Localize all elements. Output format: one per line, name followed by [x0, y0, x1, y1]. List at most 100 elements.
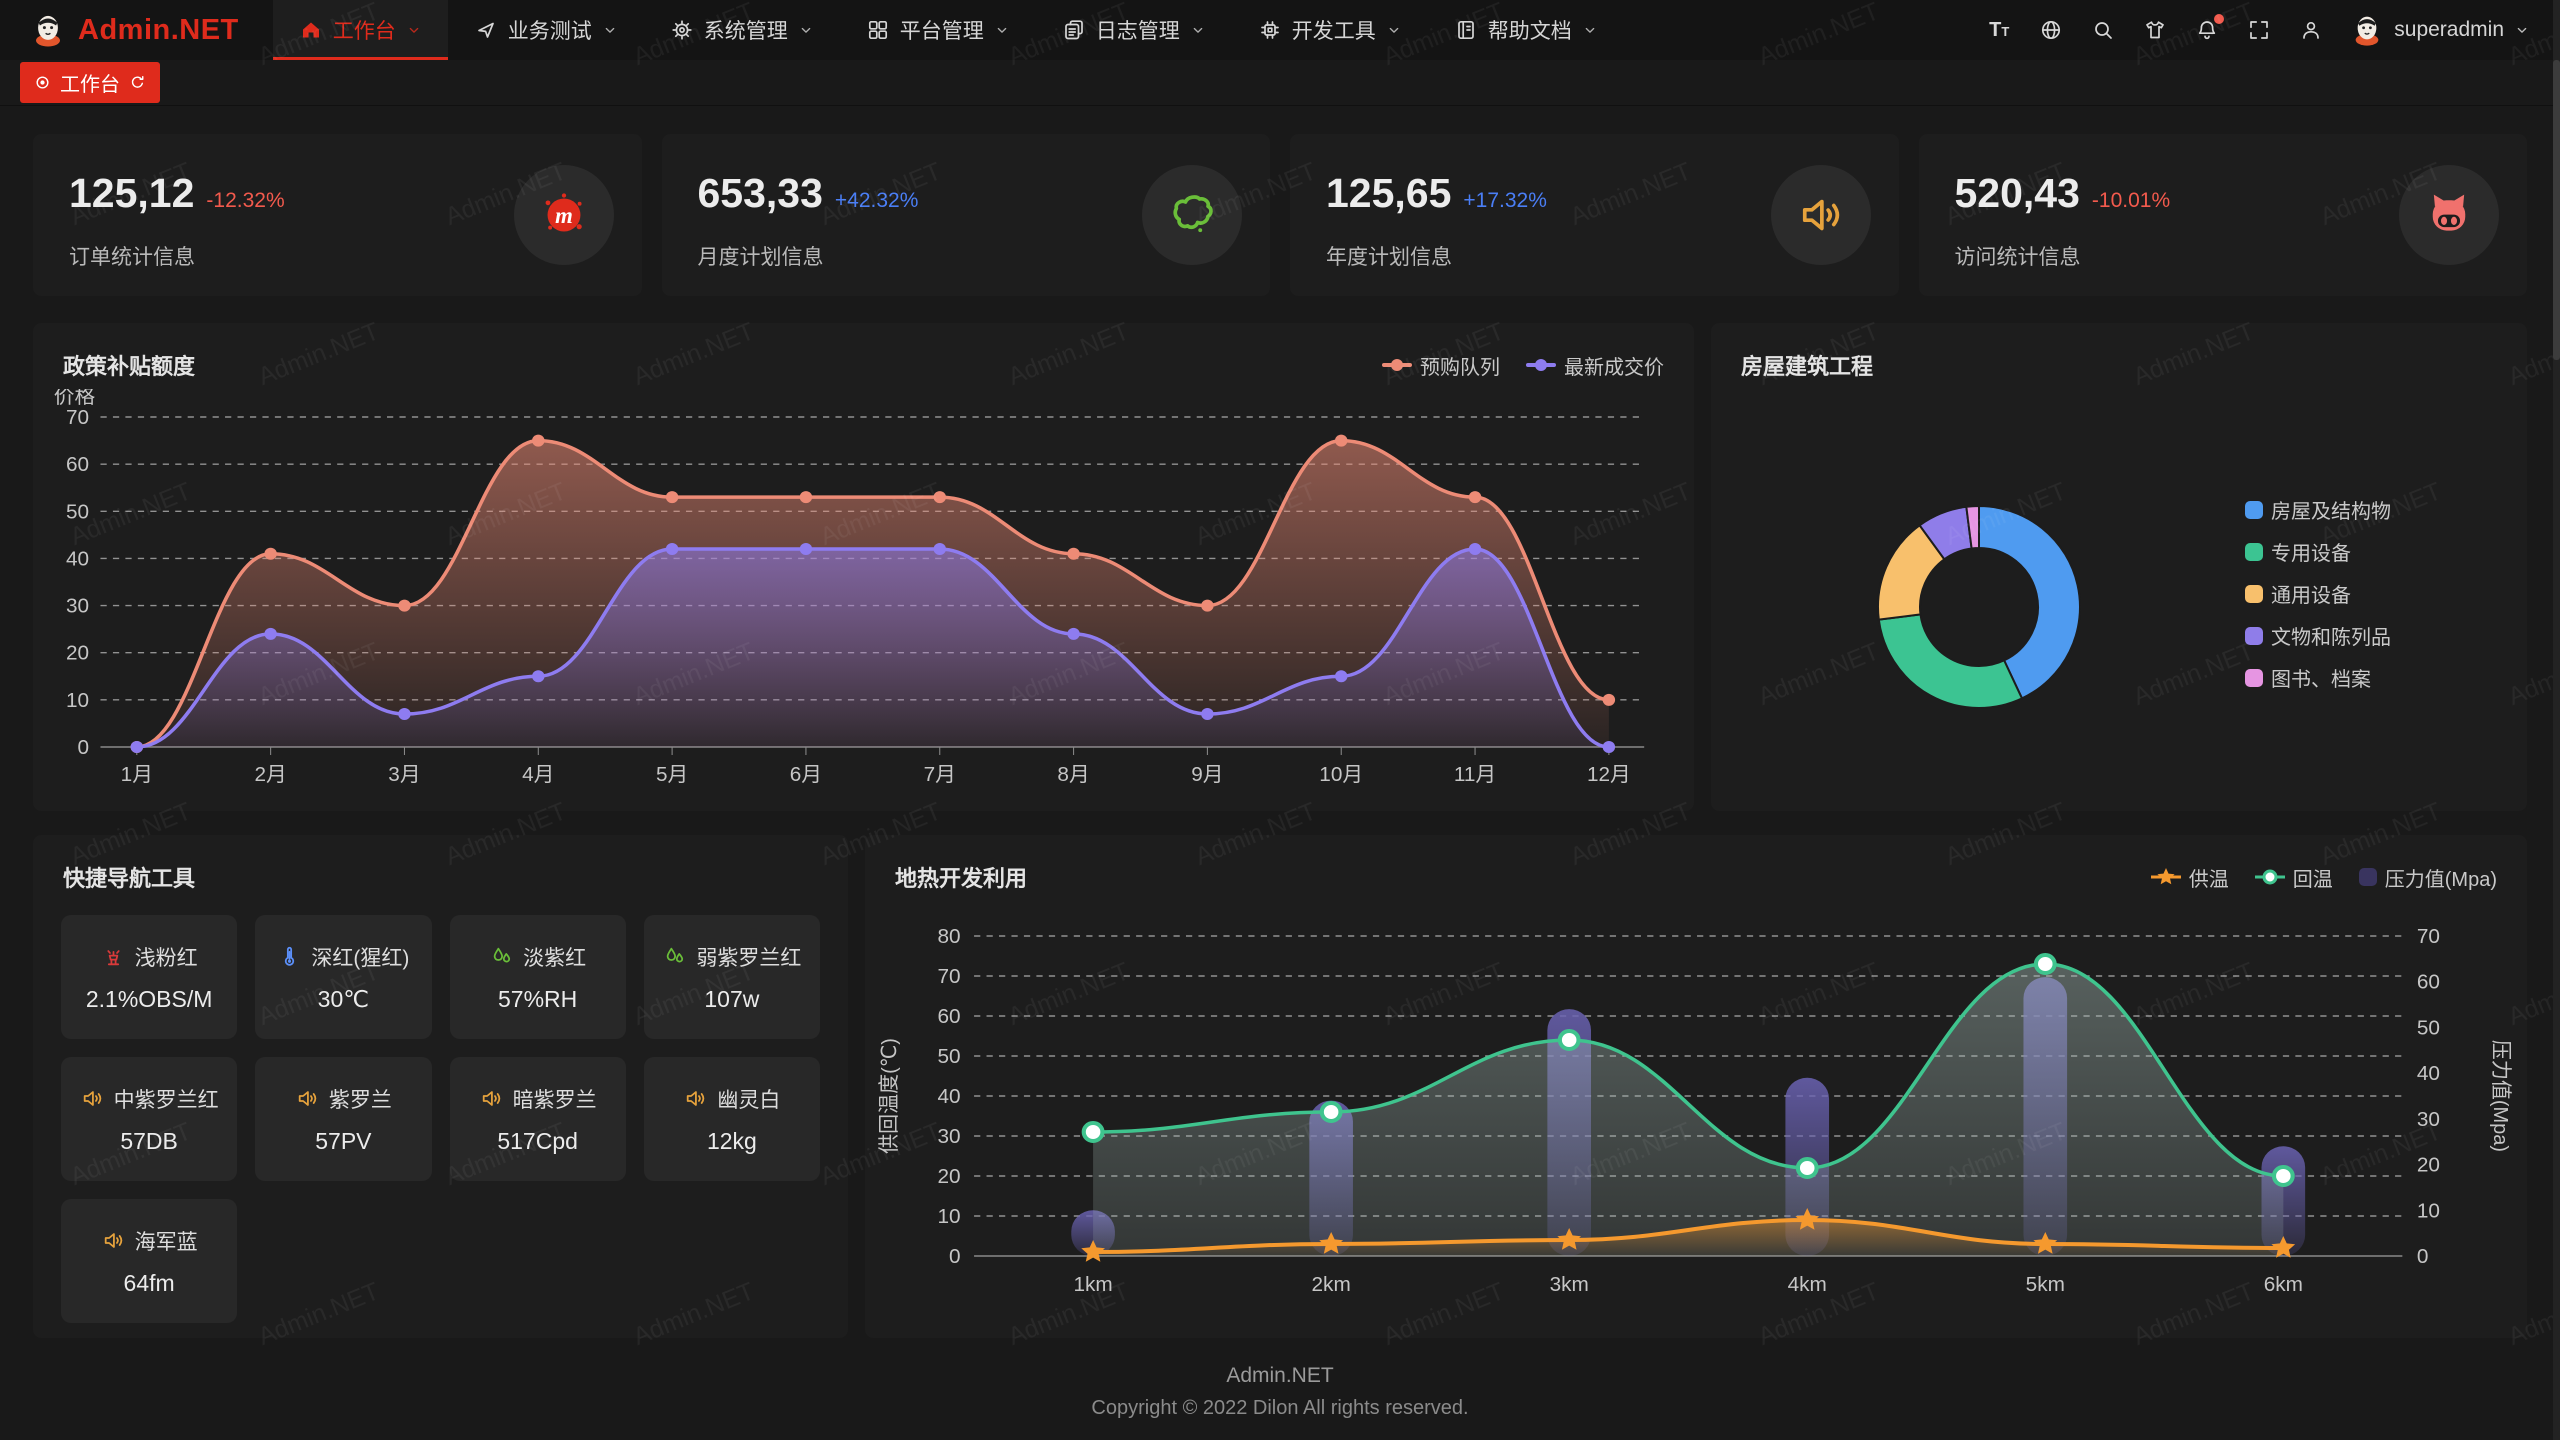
nav-item-2[interactable]: 系统管理 [644, 0, 840, 60]
nav-item-4[interactable]: 日志管理 [1036, 0, 1232, 60]
chevron-down-icon [2514, 22, 2530, 38]
svg-text:4km: 4km [1788, 1274, 1827, 1296]
navbar-actions: TT superadmin [1986, 0, 2560, 60]
donut-legend-item-1[interactable]: 专用设备 [2245, 537, 2391, 566]
scrollbar[interactable] [2553, 0, 2560, 1440]
donut-legend-item-2[interactable]: 通用设备 [2245, 579, 2391, 608]
notification-icon[interactable] [2194, 14, 2225, 43]
quick-nav-item-5[interactable]: 紫罗兰 57PV [255, 1057, 432, 1181]
app-logo[interactable]: Admin.NET [0, 0, 273, 60]
notification-badge [2214, 14, 2225, 24]
geo-legend-item-2[interactable]: 压力值(Mpa) [2358, 863, 2497, 892]
quick-item-name: 浅粉红 [134, 946, 198, 970]
svg-text:2km: 2km [1312, 1274, 1351, 1296]
stat-card-0: 125,12 -12.32% 订单统计信息 m [33, 134, 642, 296]
nav-item-label: 开发工具 [1291, 20, 1376, 43]
stat-card-3: 520,43 -10.01% 访问统计信息 [1918, 134, 2527, 296]
gear-icon [670, 18, 694, 42]
quick-item-value: 2.1%OBS/M [85, 985, 213, 1012]
main-menu: 工作台 业务测试 系统管理 平台管理 日志管理 开发工具 帮助文档 [272, 0, 1624, 60]
svg-text:8月: 8月 [1057, 764, 1089, 786]
quick-item-value: 12kg [706, 1127, 757, 1154]
quick-nav-item-0[interactable]: 浅粉红 2.1%OBS/M [61, 915, 238, 1039]
geothermal-chart: 0 10 20 30 40 50 60 70 80 0 10 20 30 40 50 60 70 供回温度(℃) 压… [865, 901, 2527, 1331]
donut-legend-item-3[interactable]: 文物和陈列品 [2245, 621, 2391, 650]
fullscreen-icon[interactable] [2246, 17, 2272, 43]
svg-text:4月: 4月 [522, 764, 554, 786]
nav-item-1[interactable]: 业务测试 [448, 0, 644, 60]
quick-nav-grid: 浅粉红 2.1%OBS/M 深红(猩红) 30℃ 淡紫红 57%RH 弱紫罗兰红 107w 中紫… [61, 915, 820, 1323]
quick-item-name: 深红(猩红) [311, 946, 410, 970]
geothermal-panel: 地热开发利用 供温 回温 压力值(Mpa) 0 10 20 30 40 50 60 70 80 0 10… [865, 835, 2527, 1338]
svg-text:1月: 1月 [121, 764, 153, 786]
nav-item-6[interactable]: 帮助文档 [1428, 0, 1624, 60]
stat-value: 653,33 [697, 170, 823, 216]
donut-legend-item-4[interactable]: 图书、档案 [2245, 663, 2391, 692]
quick-item-value: 64fm [123, 1269, 175, 1296]
theme-icon[interactable] [2142, 17, 2168, 43]
svg-text:40: 40 [2417, 1063, 2440, 1085]
chevron-down-icon [994, 22, 1010, 38]
quick-nav-item-4[interactable]: 中紫罗兰红 57DB [61, 1057, 238, 1181]
quick-item-name: 幽灵白 [717, 1088, 781, 1112]
building-chart-title: 房屋建筑工程 [1741, 354, 1874, 379]
legend-label: 文物和陈列品 [2271, 627, 2391, 649]
chevron-down-icon [1582, 22, 1598, 38]
svg-text:10: 10 [66, 690, 89, 712]
water-drops-icon [489, 944, 514, 969]
svg-text:0: 0 [949, 1246, 961, 1268]
profile-icon[interactable] [2298, 17, 2324, 43]
geo-legend-item-1[interactable]: 回温 [2254, 863, 2333, 892]
tab-bar: 工作台 [0, 60, 2560, 106]
svg-text:0: 0 [2417, 1246, 2429, 1268]
charts-row: 政策补贴额度 预购队列 最新成交价 0 10 20 30 40 50 60 70 价格 1月 2月 3月… [33, 323, 2527, 811]
svg-text:价格: 价格 [54, 389, 96, 408]
speaker-icon [101, 1228, 126, 1253]
svg-text:50: 50 [2417, 1018, 2440, 1040]
svg-text:12月: 12月 [1587, 764, 1631, 786]
svg-text:70: 70 [2417, 926, 2440, 948]
quick-nav-item-3[interactable]: 弱紫罗兰红 107w [643, 915, 820, 1039]
quick-nav-item-2[interactable]: 淡紫红 57%RH [449, 915, 626, 1039]
svg-text:40: 40 [66, 549, 89, 571]
search-icon[interactable] [2090, 17, 2116, 43]
nav-item-3[interactable]: 平台管理 [840, 0, 1036, 60]
svg-text:30: 30 [66, 596, 89, 618]
legend-item-0[interactable]: 预购队列 [1382, 351, 1500, 380]
speaker-icon [683, 1086, 708, 1111]
legend-item-1[interactable]: 最新成交价 [1526, 351, 1664, 380]
stat-delta: -10.01% [2091, 189, 2171, 212]
chevron-down-icon [798, 22, 814, 38]
svg-text:3月: 3月 [388, 764, 420, 786]
thermometer-icon [277, 944, 302, 969]
quick-nav-item-7[interactable]: 幽灵白 12kg [643, 1057, 820, 1181]
svg-text:70: 70 [66, 407, 89, 429]
svg-text:10: 10 [937, 1206, 960, 1228]
language-icon[interactable] [2038, 17, 2064, 43]
stat-label: 访问统计信息 [1954, 246, 2081, 269]
quick-nav-item-8[interactable]: 海军蓝 64fm [61, 1199, 238, 1323]
nav-item-5[interactable]: 开发工具 [1232, 0, 1428, 60]
policy-subsidy-panel: 政策补贴额度 预购队列 最新成交价 0 10 20 30 40 50 60 70 价格 1月 2月 3月… [33, 323, 1694, 811]
svg-text:50: 50 [66, 502, 89, 524]
legend-label: 图书、档案 [2271, 669, 2371, 691]
geo-legend-item-0[interactable]: 供温 [2150, 863, 2229, 892]
legend-label: 压力值(Mpa) [2384, 868, 2497, 891]
user-menu[interactable]: superadmin [2350, 13, 2530, 47]
donut-legend-item-0[interactable]: 房屋及结构物 [2245, 495, 2391, 524]
svg-text:20: 20 [937, 1166, 960, 1188]
quick-nav-item-6[interactable]: 暗紫罗兰 517Cpd [449, 1057, 626, 1181]
policy-subsidy-chart: 0 10 20 30 40 50 60 70 价格 1月 2月 3月 4月 5月 6月 7月 8月 9月 10月 11… [33, 389, 1694, 809]
quick-nav-item-1[interactable]: 深红(猩红) 30℃ [255, 915, 432, 1039]
chip-icon [1258, 18, 1282, 42]
font-size-icon[interactable]: TT [1989, 18, 2010, 41]
footer-copyright: Copyright © 2022 Dilon All rights reserv… [1091, 1397, 1469, 1419]
tab-workbench[interactable]: 工作台 [20, 62, 160, 103]
geothermal-chart-title: 地热开发利用 [895, 866, 1028, 891]
building-panel: 房屋建筑工程 房屋及结构物 专用设备通用设备文物和陈列品 图书、档案 [1711, 323, 2527, 811]
nav-item-0[interactable]: 工作台 [272, 0, 448, 60]
book-icon [1454, 18, 1478, 42]
speaker-icon [295, 1086, 320, 1111]
svg-text:60: 60 [937, 1006, 960, 1028]
tab-refresh-icon[interactable] [129, 74, 146, 91]
